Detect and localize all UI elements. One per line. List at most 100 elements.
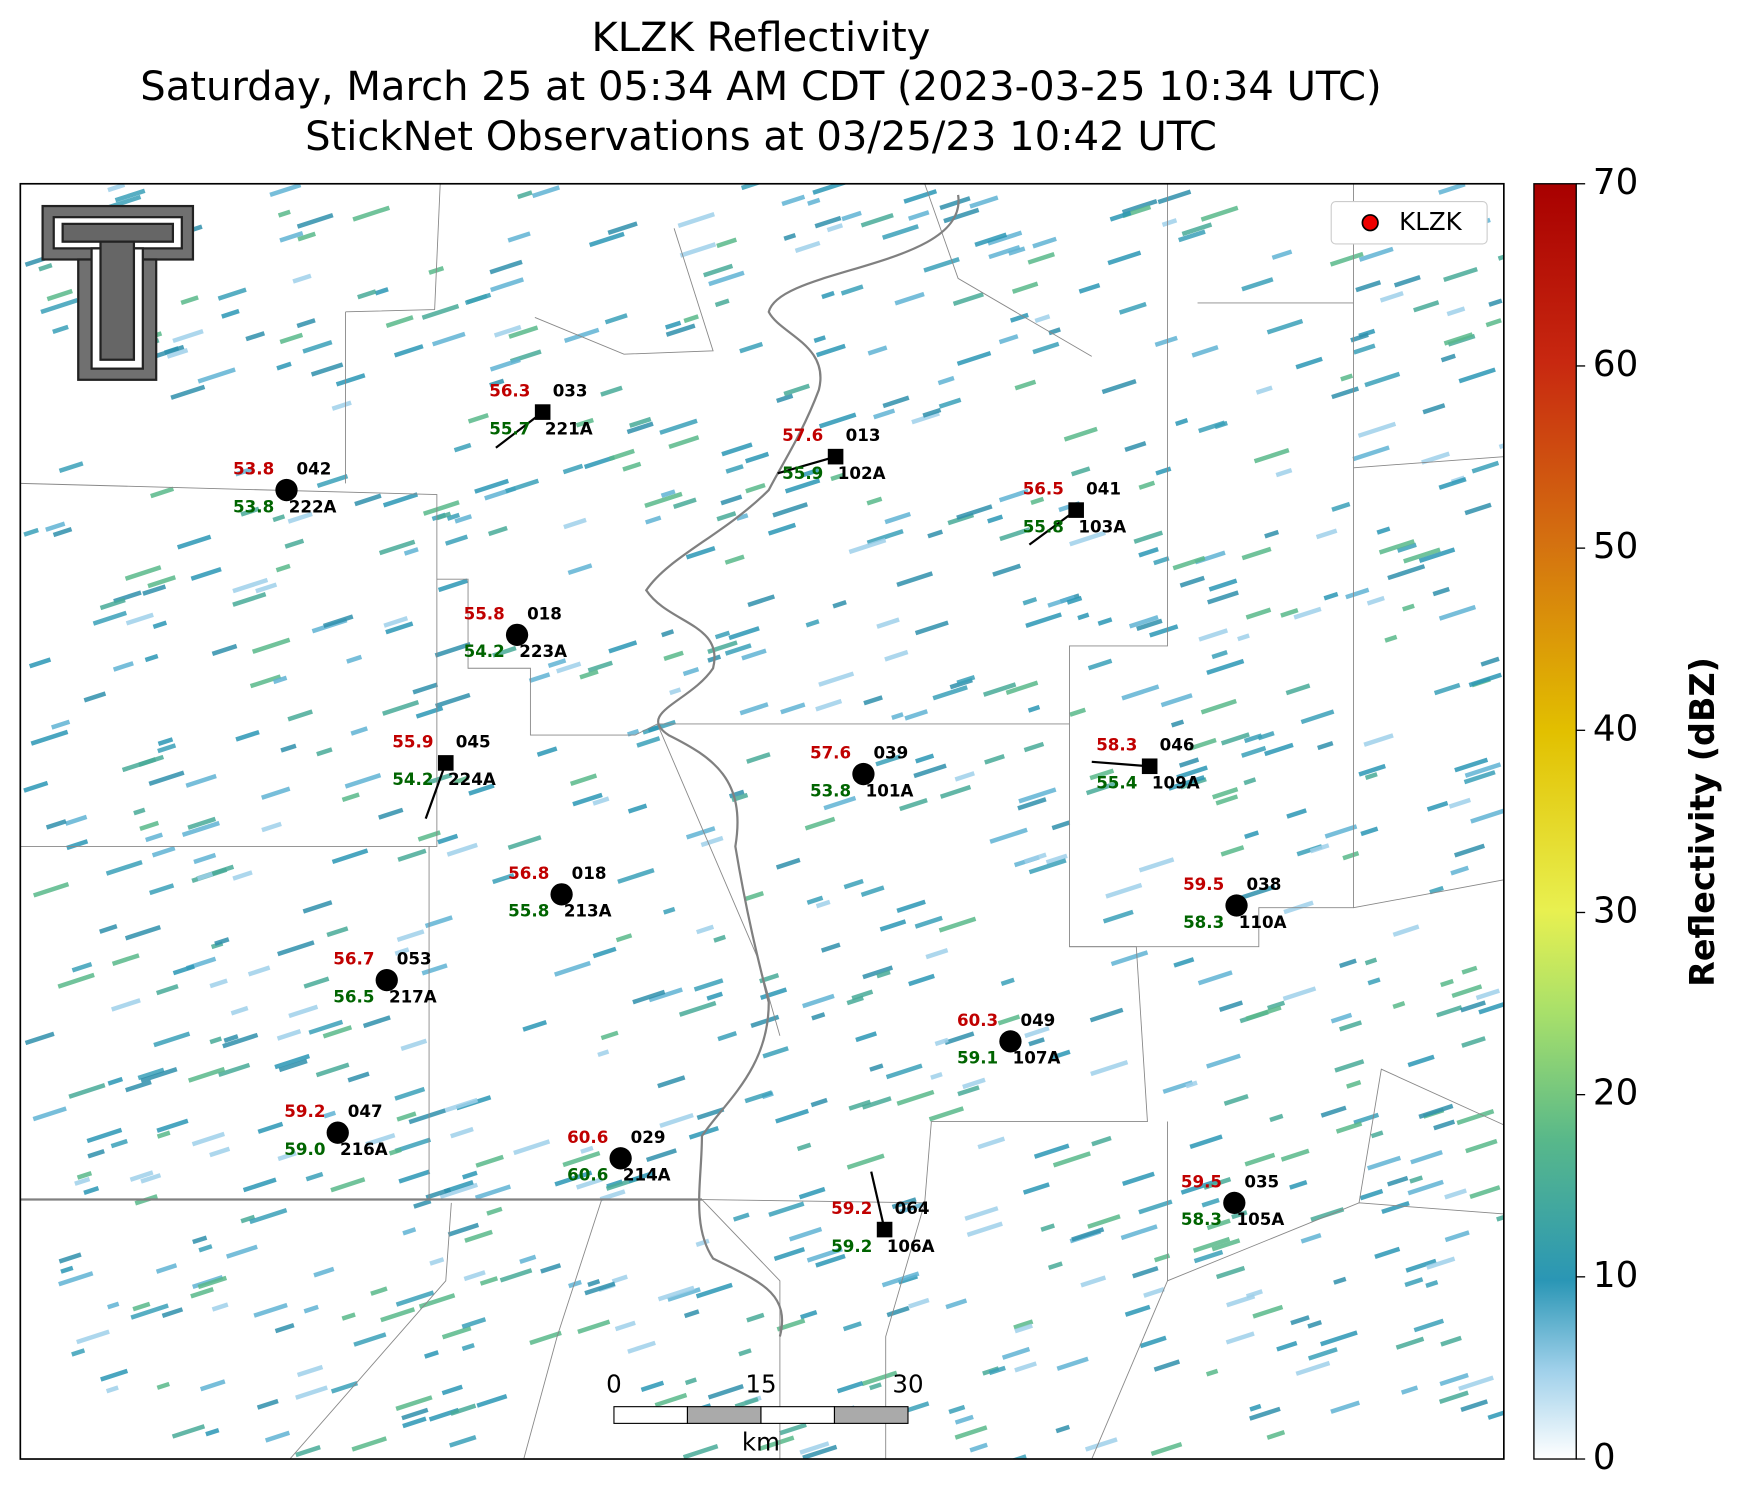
echo [378,807,404,820]
echo [1307,1347,1338,1361]
echo [987,514,1004,524]
echo [1487,1404,1504,1420]
echo [750,1014,780,1028]
echo [353,1332,387,1347]
echo [1149,624,1179,638]
echo [556,661,582,674]
echo [1223,1093,1249,1106]
echo [45,521,66,532]
echo [783,383,810,397]
echo [279,231,304,243]
echo [171,1424,206,1439]
echo [226,1244,258,1259]
echo [181,820,220,837]
echo [474,1184,511,1200]
echo [1357,421,1397,438]
echo [479,1276,499,1286]
echo [881,224,919,240]
echo [347,1071,370,1083]
echo [493,324,522,338]
echo [278,1058,308,1073]
echo [842,1321,862,1332]
echo [1030,496,1045,506]
echo [209,1036,222,1045]
echo [1352,445,1390,462]
echo [588,231,625,248]
echo [461,1342,475,1352]
temperature: 58.3 [1096,735,1137,755]
echo [587,1279,601,1287]
echo [1089,768,1115,781]
echo [716,237,738,249]
echo [1468,672,1502,688]
echo [23,527,39,537]
echo [547,658,567,668]
echo [32,882,70,898]
echo [1425,1279,1439,1288]
echo [125,1079,152,1093]
echo [876,969,891,979]
echo [370,1286,388,1296]
echo [983,682,1017,697]
echo [1285,683,1311,696]
echo [1387,1175,1409,1187]
echo [1105,882,1143,899]
echo [218,1062,251,1078]
echo [661,629,675,638]
echo [155,1263,178,1274]
echo [105,1385,119,1394]
echo [1132,1265,1159,1279]
echo [1071,1227,1105,1242]
echo [211,643,238,656]
echo [563,327,600,343]
echo [284,538,305,549]
echo [1178,229,1206,243]
station-marker [1141,758,1158,775]
echo [192,1235,208,1245]
echo [1432,586,1450,597]
echo [1282,986,1317,1001]
echo [802,1444,838,1460]
station-id: 102A [838,463,886,483]
echo [450,1403,477,1416]
echo [1426,800,1449,812]
echo [732,1212,750,1222]
echo [1460,1399,1488,1413]
echo [1295,1360,1331,1376]
echo [1237,633,1250,642]
echo [83,691,107,703]
echo [251,637,291,654]
echo [948,1404,966,1415]
temperature: 56.5 [1023,479,1064,499]
echo [434,642,471,658]
echo [580,1145,594,1154]
station-code: 018 [527,603,562,623]
station-id: 222A [289,496,337,516]
colorbar-label: Reflectivity (dBZ) [1683,657,1722,987]
echo [245,331,266,342]
echo [1471,460,1500,474]
echo [632,989,666,1005]
echo [1402,603,1415,612]
echo [740,183,773,191]
county-lines [20,183,1504,1460]
echo [1212,787,1239,800]
echo [1069,530,1106,547]
echo [1014,379,1037,391]
dewpoint: 58.3 [1181,1209,1222,1229]
echo [1107,250,1142,266]
echo [155,984,179,996]
echo [450,1126,474,1139]
echo [1203,1176,1232,1190]
echo [1192,1236,1231,1253]
echo [577,1319,611,1335]
echo [1000,977,1015,987]
echo [1157,189,1192,205]
echo [249,1207,288,1225]
echo [92,610,127,626]
echo [139,820,160,831]
echo [322,1025,353,1039]
echo [240,1214,256,1224]
echo [232,577,269,594]
echo [461,1317,487,1329]
